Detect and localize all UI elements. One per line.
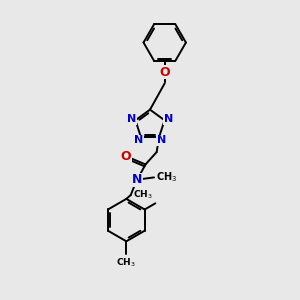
Text: N: N [134, 136, 143, 146]
Text: N: N [157, 136, 166, 146]
Text: O: O [120, 150, 131, 163]
Text: O: O [159, 66, 170, 79]
Text: N: N [132, 173, 142, 186]
Text: N: N [164, 114, 173, 124]
Text: CH$_3$: CH$_3$ [116, 256, 136, 269]
Text: N: N [127, 114, 136, 124]
Text: CH$_3$: CH$_3$ [133, 188, 153, 201]
Text: CH$_3$: CH$_3$ [156, 170, 178, 184]
